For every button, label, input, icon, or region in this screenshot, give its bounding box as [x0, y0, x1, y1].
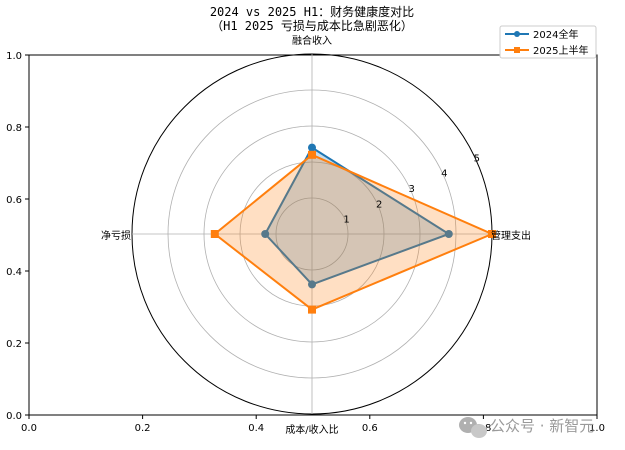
series-point — [444, 230, 453, 238]
frame-border — [28, 54, 598, 416]
radial-tick-label: 2 — [376, 199, 382, 210]
y-tick-label: 0.8 — [6, 123, 22, 134]
radial-tick-label: 1 — [343, 215, 349, 226]
series-point — [488, 230, 496, 238]
y-ticks: 0.0 0.2 0.4 0.6 0.8 1.0 — [6, 51, 29, 422]
wechat-icon — [459, 417, 487, 438]
legend-label-2025h1: 2025上半年 — [533, 44, 588, 57]
series-1 — [210, 150, 496, 314]
legend-marker-2025h1 — [514, 47, 520, 53]
axis-label-left: 净亏损 — [101, 229, 131, 242]
y-tick-label: 0.4 — [6, 267, 22, 278]
x-tick-label: 0.0 — [21, 423, 37, 434]
series-layer — [210, 143, 496, 314]
radial-tick-label: 3 — [409, 184, 415, 195]
y-tick-label: 0.0 — [6, 411, 22, 422]
x-tick-label: 0.6 — [362, 423, 378, 434]
series-point — [308, 280, 316, 289]
x-tick-label: 0.2 — [135, 423, 151, 434]
series-point — [308, 143, 316, 152]
radial-tick-label: 5 — [474, 153, 480, 164]
radial-tick-labels: 1 2 3 4 5 — [343, 153, 480, 225]
legend-marker-2024 — [514, 31, 520, 37]
x-tick-label: 1.0 — [589, 423, 605, 434]
y-tick-label: 1.0 — [6, 51, 22, 62]
axis-label-top: 融合收入 — [292, 34, 332, 47]
watermark-text: 公众号 · 新智元 — [490, 417, 594, 435]
axis-label-bottom: 成本/收入比 — [285, 423, 338, 436]
chart-title-line-2: （H1 2025 亏损与成本比急剧恶化） — [211, 18, 413, 33]
series-0 — [261, 143, 453, 289]
series-point — [210, 230, 219, 238]
axis-labels: 融合收入 管理支出 成本/收入比 净亏损 — [101, 34, 531, 436]
x-tick-label: 0.4 — [248, 423, 264, 434]
legend-label-2024: 2024全年 — [533, 28, 578, 41]
y-tick-label: 0.6 — [6, 195, 22, 206]
cartesian-frame: 0.0 0.2 0.4 0.6 0.8 1.0 0.0 0.2 0.4 0.6 0.8 1.0 — [6, 51, 605, 434]
radial-tick-label: 4 — [441, 169, 447, 180]
chart-title-line-1: 2024 vs 2025 H1：财务健康度对比 — [210, 4, 414, 19]
y-tick-label: 0.2 — [6, 339, 22, 350]
watermark: 公众号 · 新智元 — [459, 417, 594, 438]
series-point — [308, 305, 316, 314]
series-point — [261, 230, 270, 238]
axis-label-right: 管理支出 — [491, 229, 531, 242]
series-fill — [214, 154, 493, 310]
legend: 2024全年 2025上半年 — [499, 25, 597, 59]
series-point — [308, 150, 316, 159]
